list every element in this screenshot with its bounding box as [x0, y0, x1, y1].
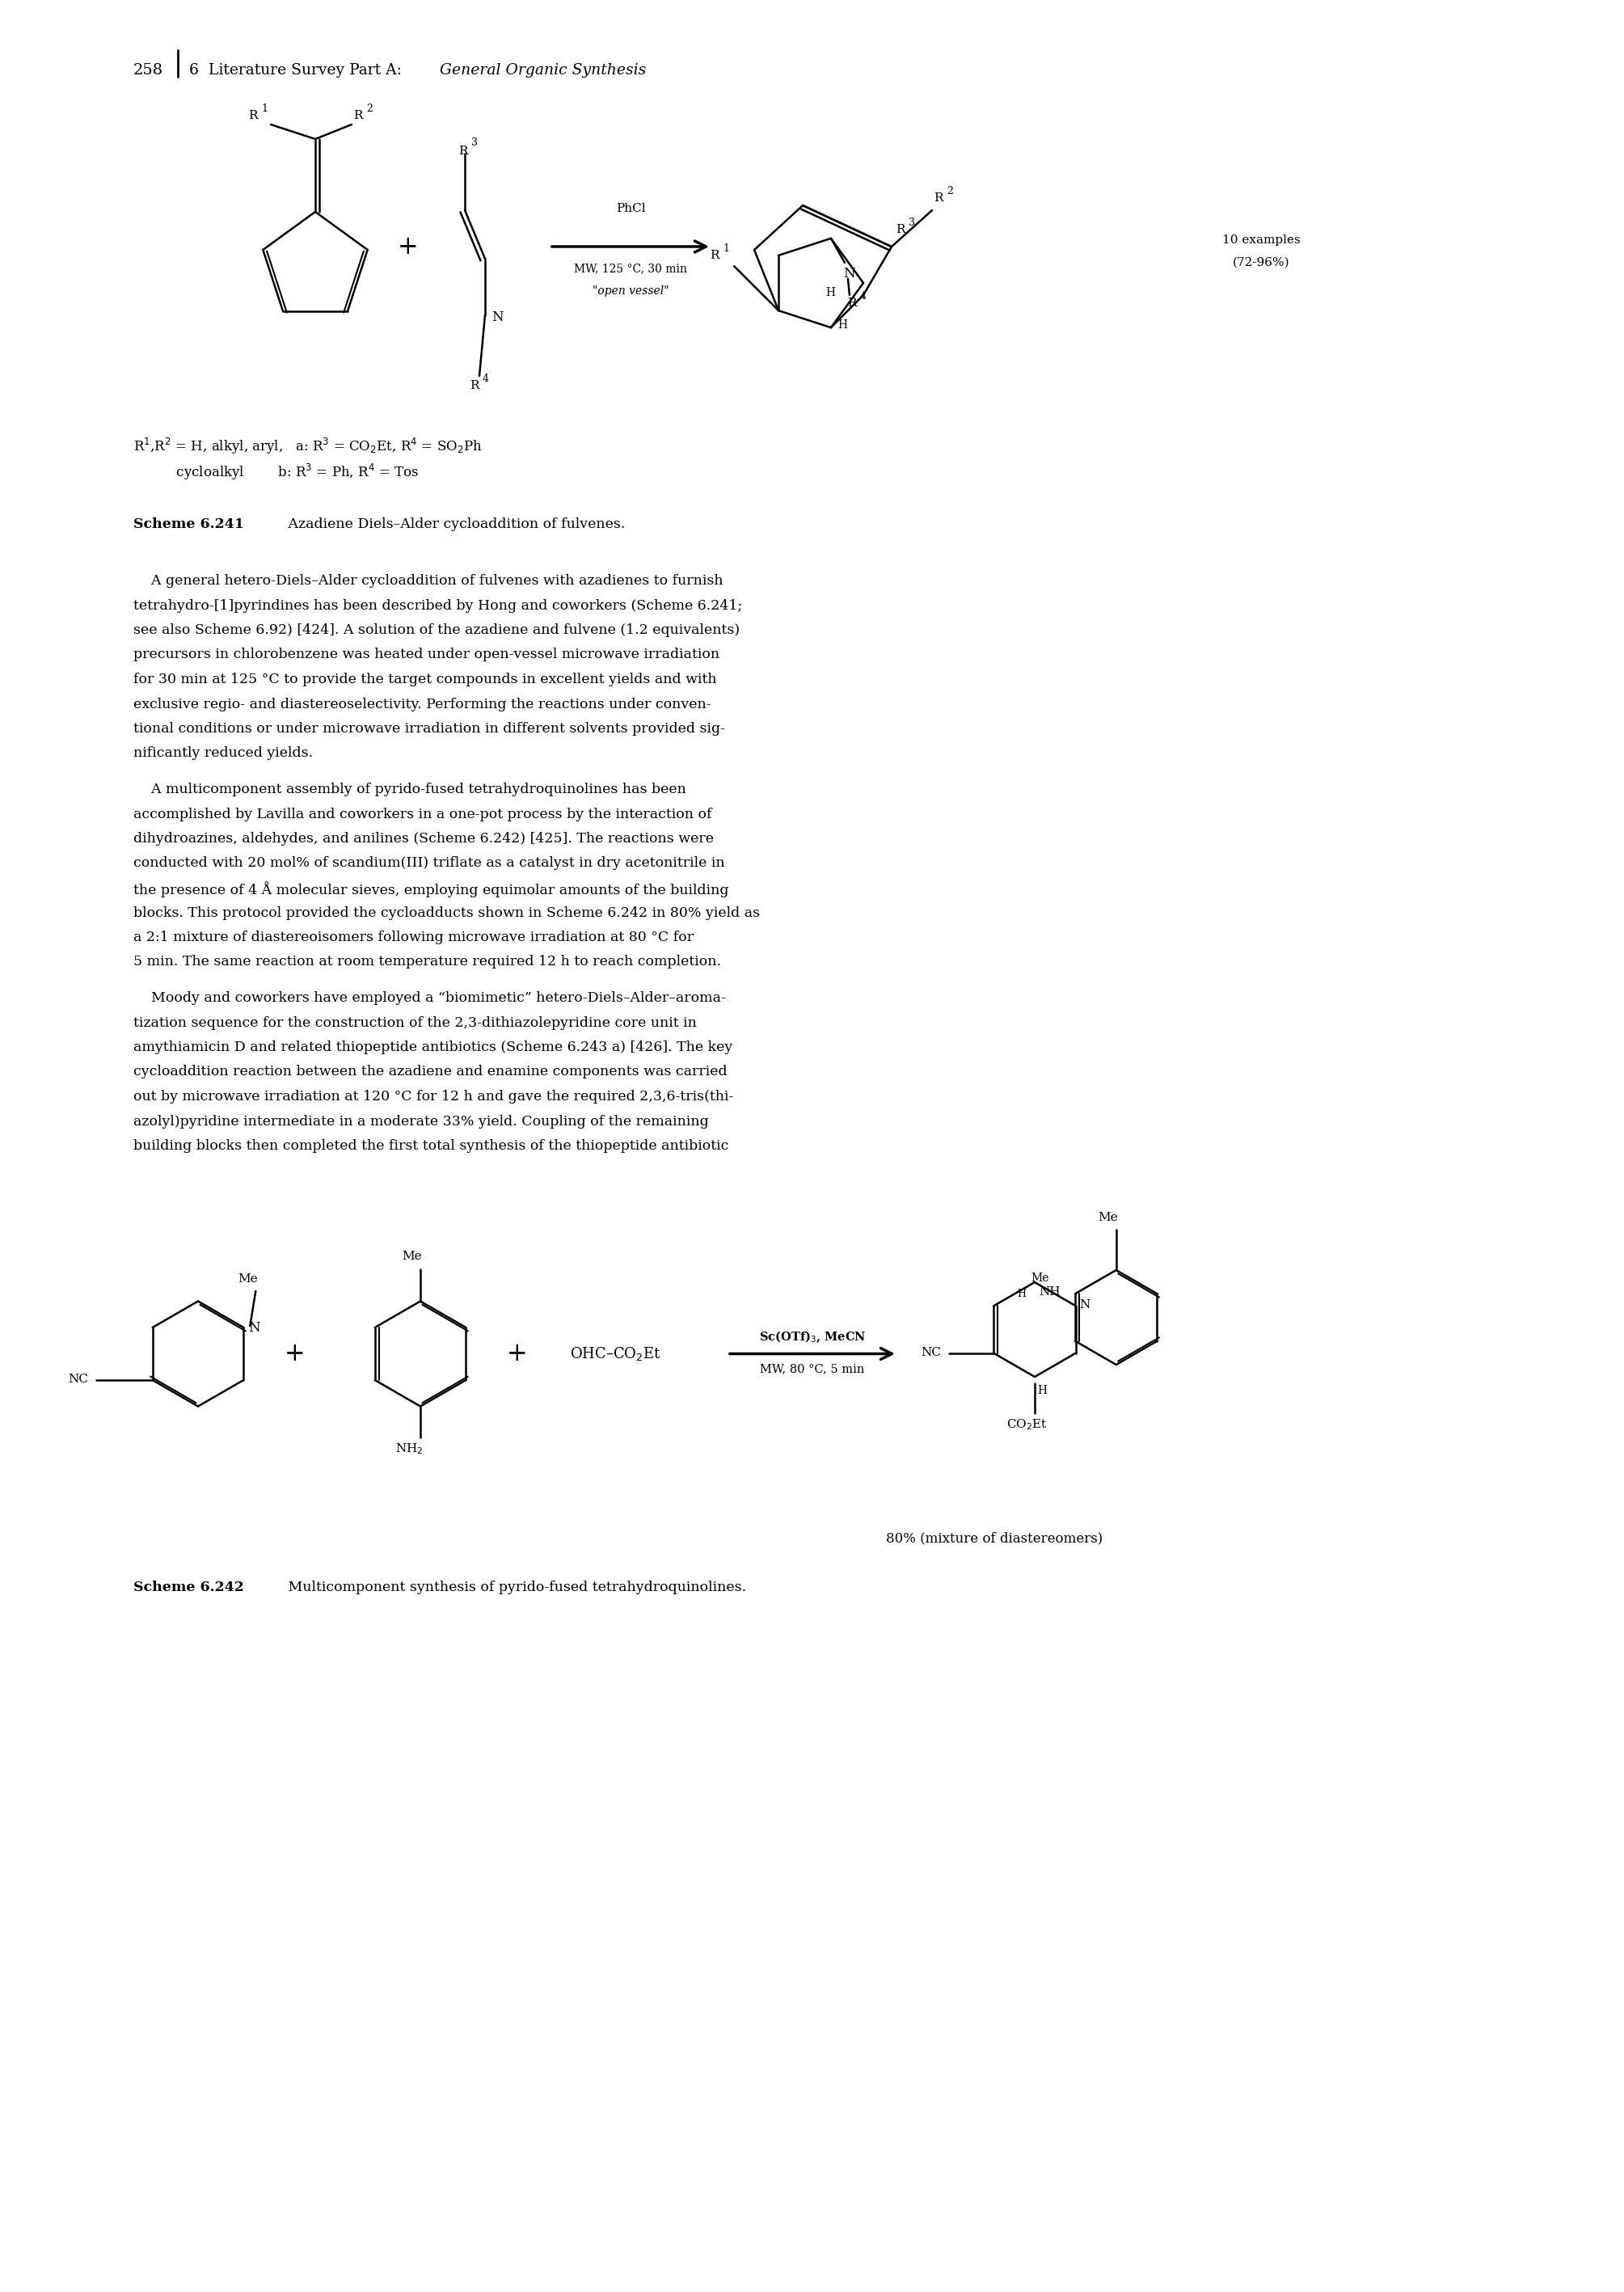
Text: Me: Me [1031, 1272, 1049, 1284]
Text: N: N [248, 1320, 260, 1334]
Text: CO$_2$Et: CO$_2$Et [1007, 1416, 1047, 1432]
Text: Moody and coworkers have employed a “biomimetic” hetero-Diels–Alder–aroma-: Moody and coworkers have employed a “bio… [133, 990, 726, 1004]
Text: building blocks then completed the first total synthesis of the thiopeptide anti: building blocks then completed the first… [133, 1139, 729, 1153]
Text: 2: 2 [947, 186, 953, 197]
Text: 10 examples: 10 examples [1221, 234, 1301, 245]
Text: A multicomponent assembly of pyrido-fused tetrahydroquinolines has been: A multicomponent assembly of pyrido-fuse… [133, 782, 687, 795]
Text: conducted with 20 mol% of scandium(III) triflate as a catalyst in dry acetonitri: conducted with 20 mol% of scandium(III) … [133, 857, 724, 871]
Text: H: H [1038, 1384, 1047, 1396]
Text: for 30 min at 125 °C to provide the target compounds in excellent yields and wit: for 30 min at 125 °C to provide the targ… [133, 672, 716, 685]
Text: 3: 3 [471, 138, 477, 149]
Text: cycloaddition reaction between the azadiene and enamine components was carried: cycloaddition reaction between the azadi… [133, 1066, 728, 1080]
Text: N: N [843, 266, 854, 280]
Text: +: + [284, 1341, 305, 1366]
Text: +: + [507, 1341, 528, 1366]
Text: R: R [248, 110, 258, 121]
Text: Multicomponent synthesis of pyrido-fused tetrahydroquinolines.: Multicomponent synthesis of pyrido-fused… [274, 1579, 745, 1593]
Text: A general hetero-Diels–Alder cycloaddition of fulvenes with azadienes to furnish: A general hetero-Diels–Alder cycloadditi… [133, 573, 723, 587]
Text: Me: Me [403, 1251, 422, 1263]
Text: R: R [934, 193, 944, 204]
Text: dihydroazines, aldehydes, and anilines (Scheme 6.242) [425]. The reactions were: dihydroazines, aldehydes, and anilines (… [133, 832, 715, 846]
Text: azolyl)pyridine intermediate in a moderate 33% yield. Coupling of the remaining: azolyl)pyridine intermediate in a modera… [133, 1114, 708, 1128]
Text: R: R [458, 144, 468, 156]
Text: 4: 4 [482, 374, 489, 385]
Text: NH$_2$: NH$_2$ [395, 1442, 422, 1455]
Text: (72-96%): (72-96%) [1233, 257, 1289, 268]
Text: Sc(OTf)$_3$, MeCN: Sc(OTf)$_3$, MeCN [758, 1329, 866, 1345]
Text: tetrahydro-[1]pyrindines has been described by Hong and coworkers (Scheme 6.241;: tetrahydro-[1]pyrindines has been descri… [133, 598, 742, 612]
Text: R: R [895, 225, 905, 236]
Text: H: H [825, 286, 835, 298]
Text: General Organic Synthesis: General Organic Synthesis [440, 64, 646, 78]
Text: MW, 125 °C, 30 min: MW, 125 °C, 30 min [573, 264, 687, 275]
Text: H: H [838, 319, 848, 330]
Text: MW, 80 °C, 5 min: MW, 80 °C, 5 min [760, 1364, 864, 1375]
Text: Scheme 6.242: Scheme 6.242 [133, 1579, 244, 1593]
Text: Scheme 6.241: Scheme 6.241 [133, 518, 244, 532]
Text: tization sequence for the construction of the 2,3-dithiazolepyridine core unit i: tization sequence for the construction o… [133, 1015, 697, 1029]
Text: H: H [1017, 1288, 1026, 1300]
Text: Me: Me [1098, 1212, 1117, 1224]
Text: 1: 1 [723, 243, 729, 254]
Text: PhCl: PhCl [615, 204, 645, 213]
Text: 1: 1 [261, 103, 268, 115]
Text: +: + [398, 234, 419, 259]
Text: Me: Me [237, 1274, 258, 1284]
Text: accomplished by Lavilla and coworkers in a one-pot process by the interaction of: accomplished by Lavilla and coworkers in… [133, 807, 711, 821]
Text: R: R [354, 110, 362, 121]
Text: NC: NC [68, 1373, 88, 1384]
Text: N: N [492, 309, 503, 323]
Text: 4: 4 [861, 291, 867, 303]
Text: see also Scheme 6.92) [424]. A solution of the azadiene and fulvene (1.2 equival: see also Scheme 6.92) [424]. A solution … [133, 623, 741, 637]
Text: amythiamicin D and related thiopeptide antibiotics (Scheme 6.243 a) [426]. The k: amythiamicin D and related thiopeptide a… [133, 1041, 732, 1054]
Text: R: R [848, 298, 856, 309]
Text: 5 min. The same reaction at room temperature required 12 h to reach completion.: 5 min. The same reaction at room tempera… [133, 956, 721, 970]
Text: NC: NC [921, 1348, 942, 1359]
Text: N: N [1080, 1300, 1090, 1311]
Text: tional conditions or under microwave irradiation in different solvents provided : tional conditions or under microwave irr… [133, 722, 724, 736]
Text: precursors in chlorobenzene was heated under open-vessel microwave irradiation: precursors in chlorobenzene was heated u… [133, 649, 719, 662]
Text: R: R [710, 250, 719, 261]
Text: 258: 258 [133, 64, 164, 78]
Text: blocks. This protocol provided the cycloadducts shown in Scheme 6.242 in 80% yie: blocks. This protocol provided the cyclo… [133, 905, 760, 919]
Text: R: R [469, 380, 479, 392]
Text: Azadiene Diels–Alder cycloaddition of fulvenes.: Azadiene Diels–Alder cycloaddition of fu… [274, 518, 625, 532]
Text: OHC–CO$_2$Et: OHC–CO$_2$Et [570, 1345, 661, 1361]
Text: cycloalkyl        b: R$^3$ = Ph, R$^4$ = Tos: cycloalkyl b: R$^3$ = Ph, R$^4$ = Tos [133, 463, 419, 481]
Text: a 2:1 mixture of diastereoisomers following microwave irradiation at 80 °C for: a 2:1 mixture of diastereoisomers follow… [133, 931, 693, 944]
Text: the presence of 4 Å molecular sieves, employing equimolar amounts of the buildin: the presence of 4 Å molecular sieves, em… [133, 880, 729, 898]
Text: NH: NH [1039, 1286, 1060, 1297]
Text: out by microwave irradiation at 120 °C for 12 h and gave the required 2,3,6-tris: out by microwave irradiation at 120 °C f… [133, 1089, 734, 1102]
Text: 6  Literature Survey Part A:: 6 Literature Survey Part A: [188, 64, 406, 78]
Text: R$^1$,R$^2$ = H, alkyl, aryl,   a: R$^3$ = CO$_2$Et, R$^4$ = SO$_2$Ph: R$^1$,R$^2$ = H, alkyl, aryl, a: R$^3$ =… [133, 435, 482, 456]
Text: "open vessel": "open vessel" [593, 286, 669, 296]
Text: 3: 3 [908, 218, 914, 229]
Text: 2: 2 [365, 103, 372, 115]
Text: exclusive regio- and diastereoselectivity. Performing the reactions under conven: exclusive regio- and diastereoselectivit… [133, 697, 711, 711]
Text: 80% (mixture of diastereomers): 80% (mixture of diastereomers) [885, 1531, 1103, 1545]
Text: nificantly reduced yields.: nificantly reduced yields. [133, 747, 313, 761]
